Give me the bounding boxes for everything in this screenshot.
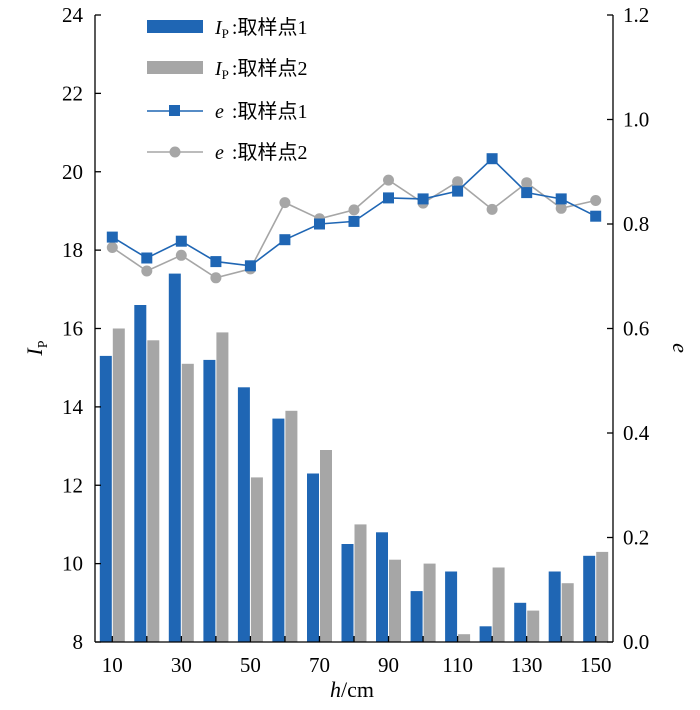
point-e-site1-80 [348, 215, 360, 227]
bar-ip-site1-100 [410, 591, 423, 642]
bar-ip-site1-50 [237, 387, 250, 642]
point-e-site2-150 [590, 195, 602, 206]
bar-ip-site2-140 [561, 583, 574, 642]
point-e-site1-30 [175, 235, 187, 247]
legend-label-e-site2: e:取样点2 [215, 141, 307, 164]
legend-label-ip-site2: IP:取样点2 [214, 57, 307, 82]
legend-swatch-ip-site1 [147, 20, 203, 33]
point-e-site1-50 [244, 260, 256, 272]
point-e-site2-80 [348, 204, 360, 216]
point-e-site2-140 [555, 202, 567, 214]
bar-ip-site2-90 [389, 559, 401, 642]
x-tick-label: 90 [378, 653, 399, 677]
right-tick-label: 0.6 [623, 317, 649, 341]
legend-swatch-ip-site2 [147, 61, 203, 74]
legend: IP:取样点1 IP:取样点2 e:取样点1 e:取样点2 [147, 16, 307, 164]
point-e-site1-10 [106, 231, 118, 243]
legend-marker-square [169, 105, 180, 116]
point-e-site2-20 [141, 265, 153, 277]
right-tick-label: 1.0 [623, 108, 649, 132]
bar-ip-site2-120 [492, 567, 505, 642]
bar-ip-site1-80 [341, 544, 354, 642]
bar-ip-site2-130 [527, 610, 540, 642]
point-e-site1-110 [452, 185, 464, 197]
point-e-site2-60 [279, 197, 291, 209]
legend-label-e-site1: e:取样点1 [215, 100, 307, 123]
point-e-site1-40 [210, 256, 222, 268]
left-tick-label: 14 [62, 395, 84, 419]
bar-ip-site2-150 [596, 551, 609, 642]
x-tick-label: 150 [580, 653, 612, 677]
bar-ip-site2-10 [112, 328, 125, 642]
point-e-site1-120 [486, 153, 498, 165]
bar-ip-site1-140 [548, 571, 561, 642]
ip-site1-bars [99, 273, 596, 642]
right-tick-label: 1.2 [623, 3, 649, 27]
bar-ip-site1-110 [445, 571, 458, 642]
left-tick-label: 10 [62, 552, 83, 576]
left-tick-label: 22 [62, 81, 83, 105]
bar-ip-site2-100 [423, 563, 436, 642]
point-e-site2-40 [210, 272, 222, 284]
bar-ip-site1-90 [376, 532, 388, 642]
point-e-site1-130 [521, 187, 533, 199]
left-axis-title: IP [22, 340, 51, 356]
bar-ip-site2-30 [181, 363, 194, 642]
right-axis-title: e [668, 343, 693, 353]
left-tick-label: 16 [62, 317, 83, 341]
ip-site2-bars [112, 328, 609, 642]
point-e-site1-100 [417, 193, 429, 205]
bar-ip-site1-150 [583, 555, 596, 642]
point-e-site1-140 [555, 193, 567, 205]
x-tick-label: 70 [309, 653, 330, 677]
x-tick-label: 130 [511, 653, 543, 677]
point-e-site1-150 [590, 210, 602, 222]
left-tick-label: 8 [73, 630, 84, 654]
left-tick-label: 12 [62, 473, 83, 497]
e-lines [106, 153, 602, 284]
left-tick-label: 24 [62, 3, 84, 27]
point-e-site2-90 [383, 174, 394, 186]
x-tick-label: 50 [240, 653, 261, 677]
bar-ip-site2-70 [320, 450, 332, 642]
bar-ip-site1-120 [479, 626, 492, 642]
legend-marker-circle [169, 146, 181, 158]
x-axis-title: h/cm [330, 677, 374, 702]
point-e-site1-60 [279, 234, 291, 246]
point-e-site2-120 [486, 203, 498, 215]
bar-ip-site2-50 [250, 477, 263, 642]
left-tick-label: 20 [62, 160, 83, 184]
left-tick-label: 18 [62, 238, 83, 262]
point-e-site2-10 [106, 242, 118, 253]
point-e-site2-110 [452, 176, 464, 188]
right-tick-label: 0.2 [623, 526, 649, 550]
point-e-site1-70 [314, 218, 325, 230]
bar-ip-site2-60 [285, 410, 298, 642]
right-tick-label: 0.0 [623, 630, 649, 654]
bar-ip-site2-20 [147, 340, 160, 642]
point-e-site2-30 [175, 249, 187, 261]
bar-ip-site2-40 [216, 332, 229, 642]
right-tick-label: 0.4 [623, 421, 650, 445]
x-tick-label: 10 [102, 653, 123, 677]
bar-ip-site1-60 [272, 418, 285, 642]
bar-ip-site2-110 [458, 634, 471, 642]
bar-ip-site1-30 [168, 273, 181, 642]
right-tick-label: 0.8 [623, 212, 649, 236]
bar-ip-site1-40 [203, 359, 216, 642]
legend-label-ip-site1: IP:取样点1 [214, 16, 307, 41]
point-e-site1-20 [141, 252, 153, 264]
bar-ip-site1-10 [99, 355, 112, 642]
bar-ip-site1-130 [514, 602, 527, 642]
x-tick-label: 110 [442, 653, 473, 677]
point-e-site2-130 [521, 177, 533, 189]
x-tick-label: 30 [171, 653, 192, 677]
bar-ip-site1-70 [307, 473, 319, 642]
bar-ip-site1-20 [134, 305, 147, 642]
bar-ip-site2-80 [354, 524, 367, 642]
ticks: 8 10 12 14 16 18 20 22 24 0.0 0.2 0.4 0.6 0.8 1.0 1.2 10… [62, 3, 650, 677]
point-e-site1-90 [383, 192, 394, 204]
